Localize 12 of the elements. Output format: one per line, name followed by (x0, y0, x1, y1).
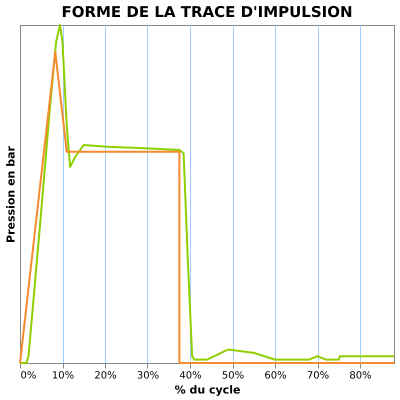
x-tick-label: 10% (52, 370, 74, 382)
x-axis-title: % du cycle (174, 384, 240, 396)
y-axis-title: Pression en bar (4, 145, 18, 243)
x-tick-label: 60% (264, 370, 287, 382)
x-tick-label: 30% (136, 370, 160, 382)
x-tick-label: 80% (349, 370, 372, 382)
x-tick-label: 40% (179, 370, 202, 382)
x-tick-label: 0% (20, 370, 36, 382)
x-tick-label: 50% (222, 370, 244, 382)
x-tick-label: 70% (306, 370, 330, 382)
x-tick-label: 20% (94, 370, 117, 382)
chart-title: FORME DE LA TRACE D'IMPULSION (61, 3, 353, 21)
